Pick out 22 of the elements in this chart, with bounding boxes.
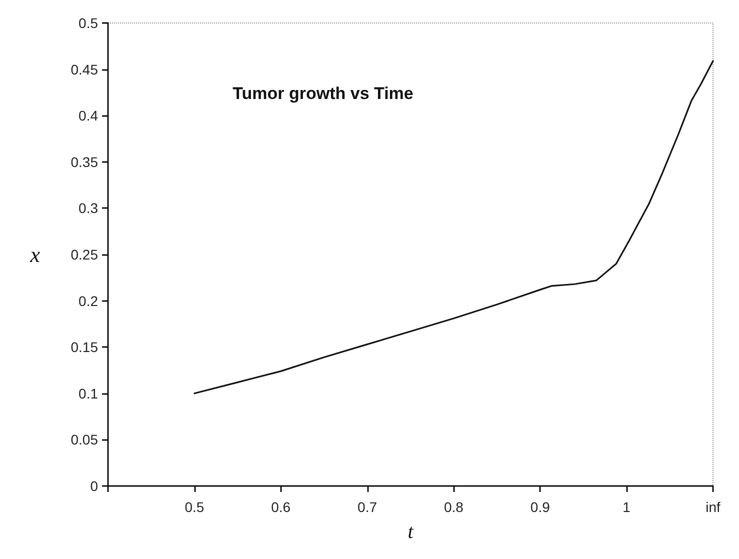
y-tick-label: 0.1 xyxy=(78,385,98,402)
y-tick-label: 0.3 xyxy=(78,200,98,216)
y-tick-label: 0.4 xyxy=(78,108,98,124)
x-tick-label: 0.8 xyxy=(444,499,464,515)
y-tick-label: 0.5 xyxy=(78,15,98,31)
y-tick-label: 0.2 xyxy=(78,292,98,309)
x-tick-label: 0.5 xyxy=(184,499,204,515)
x-tick-label: 0.7 xyxy=(358,499,378,515)
x-tick-label: inf xyxy=(706,499,720,515)
y-tick-label: 0.45 xyxy=(70,61,98,78)
line-series xyxy=(194,60,714,394)
x-axis-title: t xyxy=(408,521,414,543)
y-axis-title: x xyxy=(29,242,40,267)
y-tick-label: 0 xyxy=(90,478,98,494)
y-tick-label: 0.15 xyxy=(70,339,98,356)
y-tick-label: 0.05 xyxy=(70,432,98,448)
y-tick-label: 0.35 xyxy=(70,154,98,170)
x-tick-label: 1 xyxy=(622,499,631,515)
x-tick-label: 0.9 xyxy=(530,499,550,515)
y-tick-label: 0.25 xyxy=(70,246,98,262)
text: Tumor growth vs Time xyxy=(232,84,414,103)
x-tick-label: 0.6 xyxy=(271,499,291,515)
